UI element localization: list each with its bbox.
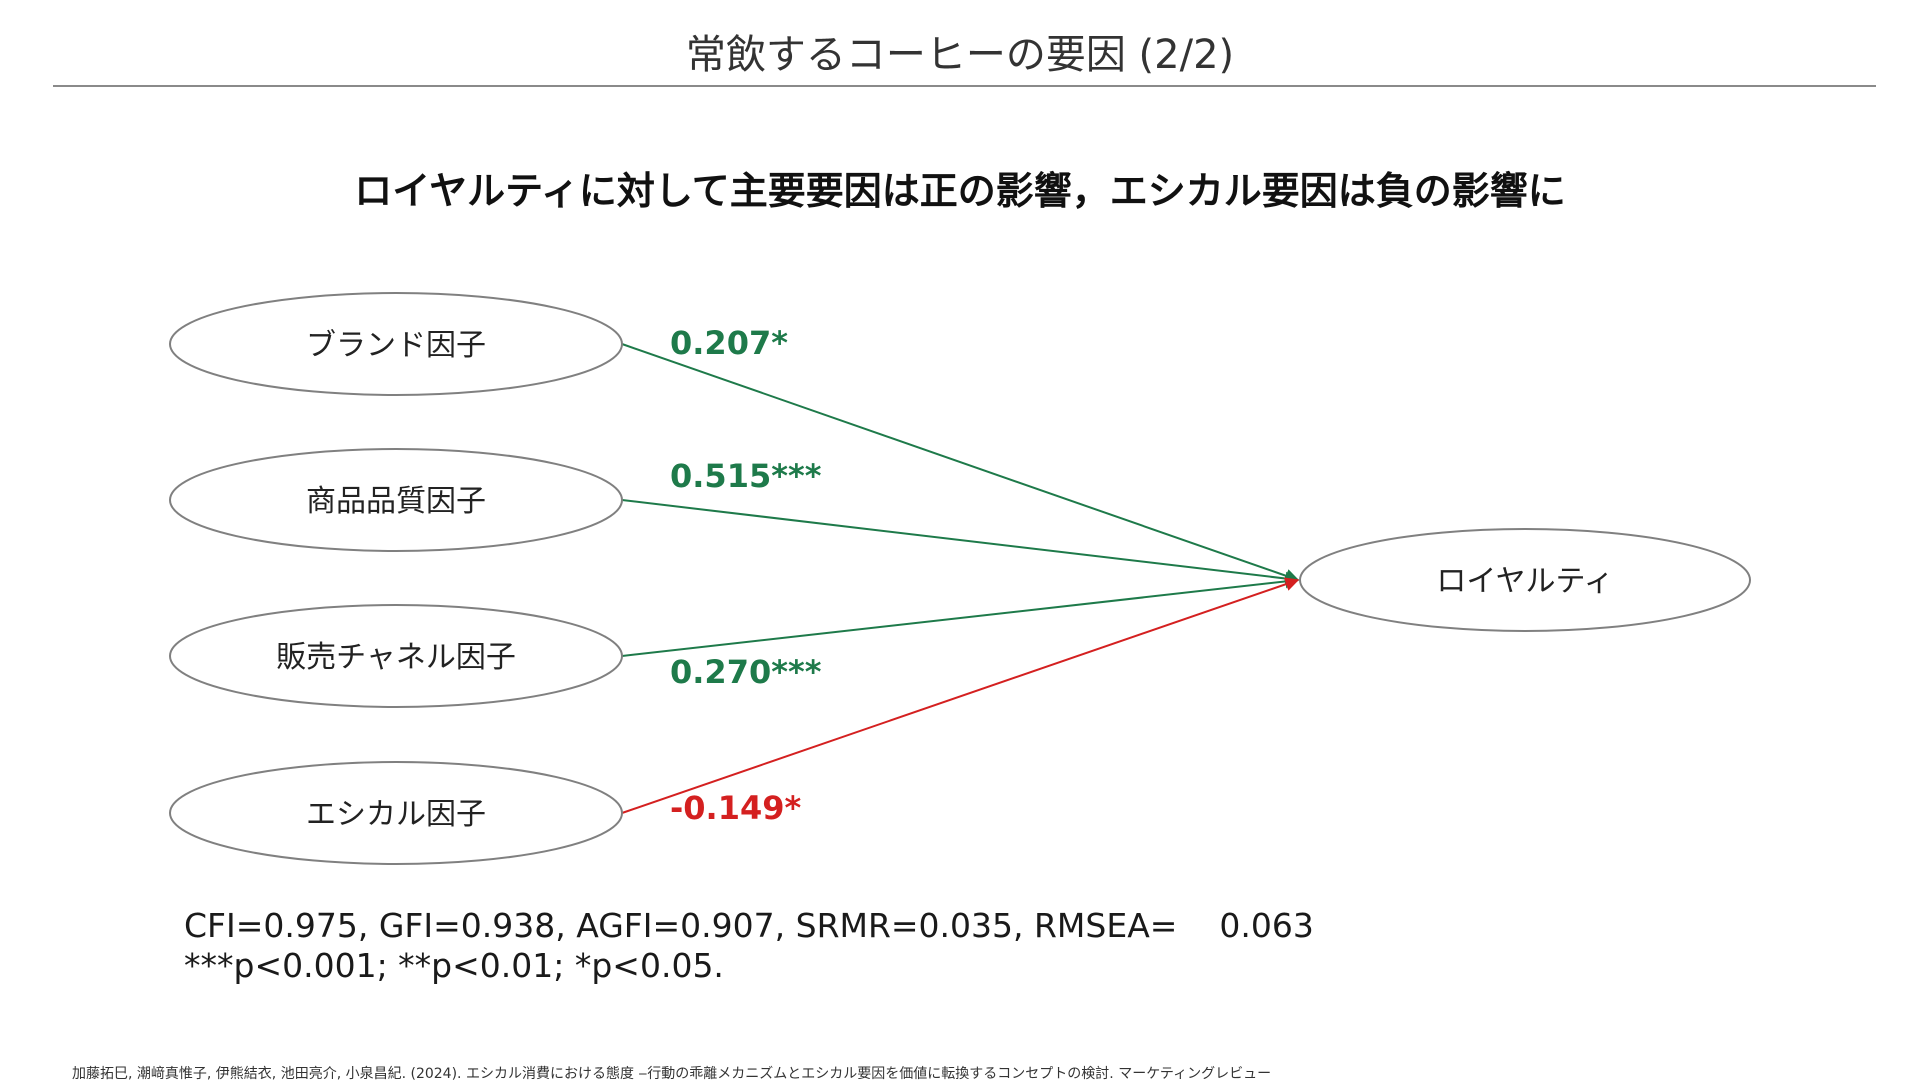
significance-note: ***p<0.001; **p<0.01; *p<0.05. xyxy=(184,946,724,985)
slide-title: 常飲するコーヒーの要因 (2/2) xyxy=(685,32,1235,78)
node-loyalty: ロイヤルティ xyxy=(1299,528,1751,632)
node-quality-factor: 商品品質因子 xyxy=(169,448,623,552)
node-label: 販売チャネル因子 xyxy=(276,640,516,675)
node-brand-factor: ブランド因子 xyxy=(169,292,623,396)
coefficient-brand: 0.207* xyxy=(670,324,788,362)
node-label: ブランド因子 xyxy=(306,328,486,363)
node-ethical-factor: エシカル因子 xyxy=(169,761,623,865)
coefficient-quality: 0.515*** xyxy=(670,457,822,495)
coefficient-ethical: -0.149* xyxy=(670,789,802,827)
node-label: ロイヤルティ xyxy=(1436,564,1613,599)
path-quality-to-loyalty xyxy=(621,499,1300,586)
node-channel-factor: 販売チャネル因子 xyxy=(169,604,623,708)
model-fit-indices: CFI=0.975, GFI=0.938, AGFI=0.907, SRMR=0… xyxy=(184,906,1314,945)
node-label: エシカル因子 xyxy=(306,797,486,832)
headline: ロイヤルティに対して主要要因は正の影響，エシカル要因は負の影響に xyxy=(354,169,1566,213)
citation: 加藤拓巳, 潮﨑真惟子, 伊熊結衣, 池田亮介, 小泉昌紀. (2024). エ… xyxy=(72,1066,1272,1082)
title-divider xyxy=(53,85,1876,87)
path-brand-to-loyalty xyxy=(621,343,1300,583)
coefficient-channel: 0.270*** xyxy=(670,653,822,691)
node-label: 商品品質因子 xyxy=(306,484,486,519)
path-ethical-to-loyalty xyxy=(621,577,1300,814)
path-channel-to-loyalty xyxy=(621,574,1300,657)
